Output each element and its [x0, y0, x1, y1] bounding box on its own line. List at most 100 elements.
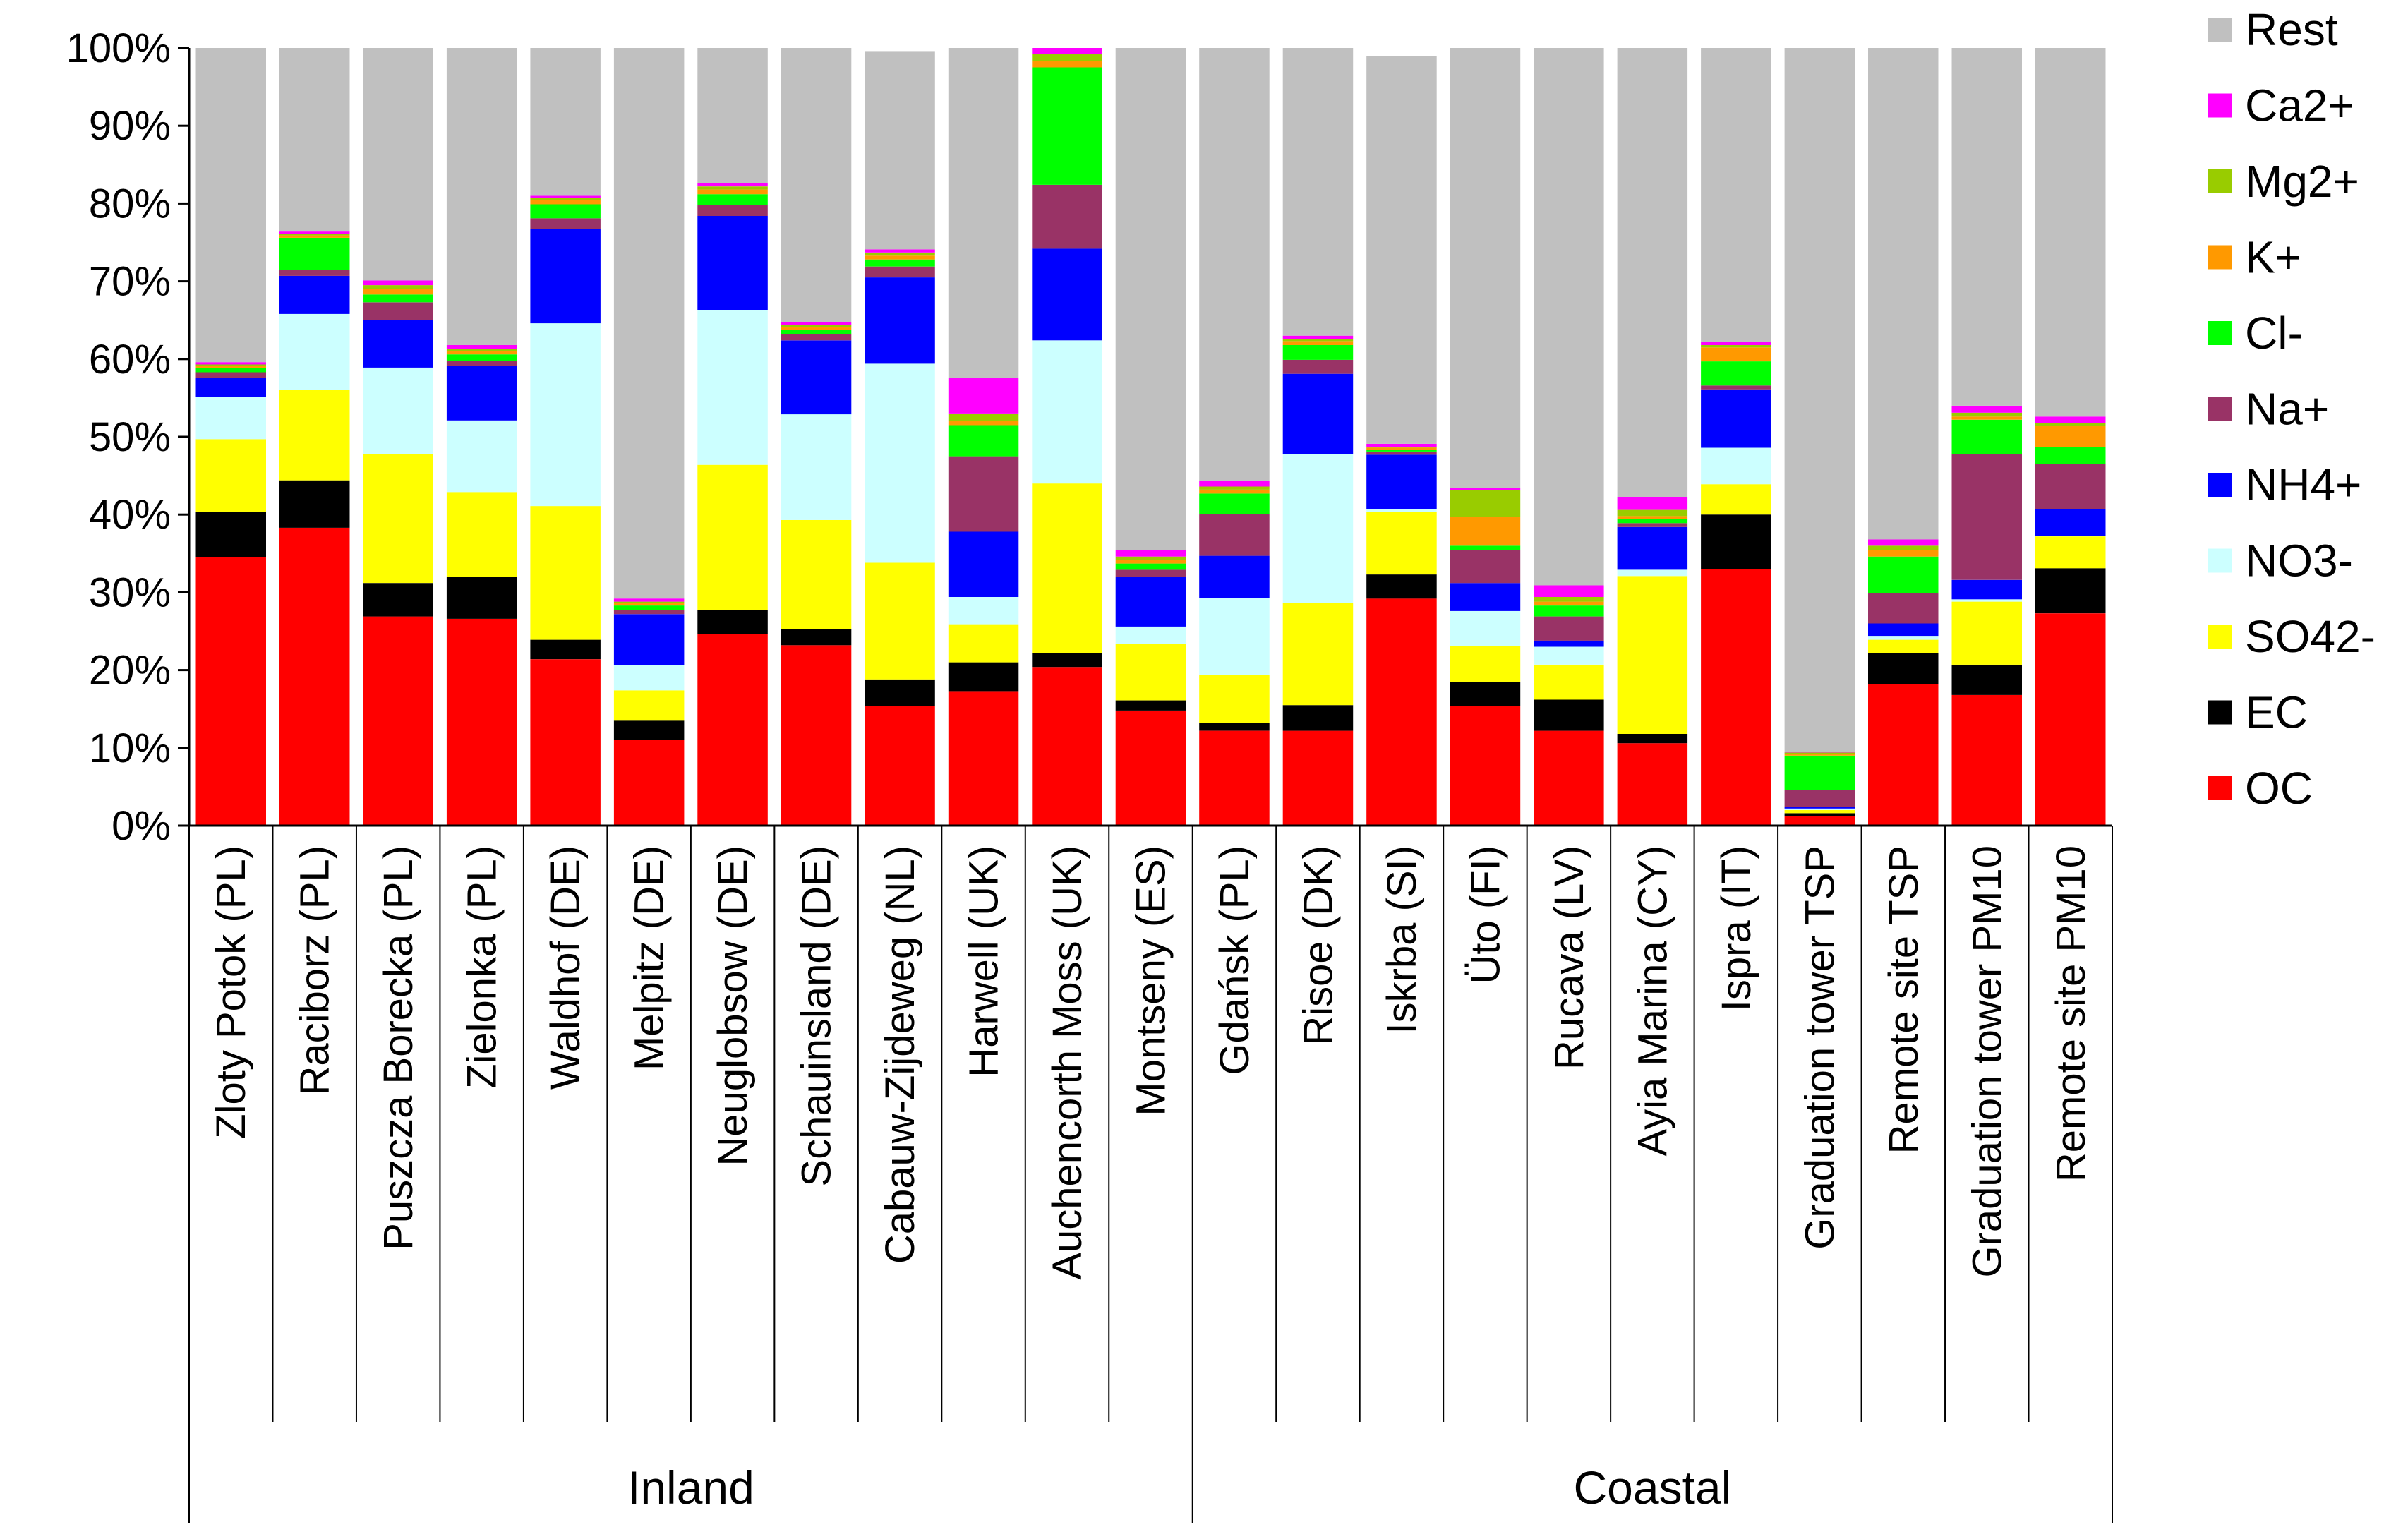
bar-segment-ca2-6 [697, 183, 768, 187]
bar-segment-ec-12 [1199, 723, 1270, 731]
bar-segment-cl-19 [1784, 755, 1855, 790]
bar-segment-so42-3 [446, 492, 517, 577]
bar-segment-na-7 [781, 334, 852, 341]
bar-segment-nh4-10 [1032, 248, 1102, 341]
bar-segment-na-17 [1617, 523, 1688, 527]
bar-segment-na-0 [195, 372, 266, 378]
bar-segment-k-20 [1868, 550, 1939, 557]
bar-segment-ec-13 [1282, 705, 1354, 731]
bar-segment-mg2-4 [530, 198, 601, 200]
bar-segment-no3-6 [697, 310, 768, 465]
bar-segment-k-2 [363, 289, 433, 295]
bar-segment-rest-7 [781, 48, 852, 322]
y-tick-label: 80% [89, 181, 171, 227]
bar-segment-no3-9 [948, 597, 1019, 625]
bar-segment-ec-9 [948, 662, 1019, 692]
category-label: Neuglobsow (DE) [710, 845, 756, 1166]
bar-segment-rest-17 [1617, 48, 1688, 497]
legend-label: Ca2+ [2245, 80, 2354, 131]
bar-segment-ec-4 [530, 639, 601, 660]
legend-label: Cl- [2245, 308, 2303, 358]
bar-segment-mg2-3 [446, 349, 517, 351]
bar-segment-nh4-12 [1199, 555, 1270, 598]
category-label: Ayia Marina (CY) [1630, 845, 1675, 1157]
bar-segment-ec-11 [1115, 700, 1186, 711]
category-label: Üto (FI) [1462, 845, 1508, 984]
bar-segment-nh4-8 [865, 277, 935, 364]
bar-segment-no3-14 [1366, 509, 1437, 512]
bar-segment-so42-17 [1617, 576, 1688, 734]
bar-segment-ca2-17 [1617, 497, 1688, 510]
bar-segment-k-5 [613, 603, 685, 606]
bar-segment-mg2-19 [1784, 752, 1855, 754]
bar-segment-so42-2 [363, 454, 433, 584]
bar-segment-cl-7 [781, 330, 852, 334]
bar-segment-rest-22 [2035, 48, 2106, 417]
bar-segment-na-13 [1282, 359, 1354, 374]
legend-swatch [2208, 473, 2232, 497]
bar-segment-k-19 [1784, 754, 1855, 756]
legend-label: OC [2245, 763, 2313, 814]
bar-segment-mg2-13 [1282, 339, 1354, 342]
bar-segment-k-22 [2035, 426, 2106, 447]
category-label: Remote site PM10 [2048, 845, 2094, 1182]
bar-segment-ec-0 [195, 512, 266, 557]
bar-segment-cl-4 [530, 204, 601, 219]
bar-segment-so42-16 [1534, 664, 1604, 700]
bar-segment-mg2-10 [1032, 54, 1102, 61]
bar-segment-ec-21 [1951, 664, 2022, 695]
bar-segment-rest-19 [1784, 48, 1855, 752]
bar-segment-mg2-12 [1199, 486, 1270, 490]
bar-segment-cl-3 [446, 354, 517, 361]
bar-segment-rest-0 [195, 48, 266, 363]
bar-segment-oc-22 [2035, 613, 2106, 826]
bar-segment-rest-18 [1701, 48, 1771, 342]
bar-segment-cl-21 [1951, 419, 2022, 454]
bar-segment-na-16 [1534, 616, 1604, 641]
bar-segment-so42-10 [1032, 483, 1102, 653]
bar-segment-k-6 [697, 189, 768, 195]
legend-swatch [2208, 169, 2232, 193]
bar-segment-ca2-13 [1282, 335, 1354, 339]
bar-segment-cl-6 [697, 194, 768, 205]
bar-segment-so42-0 [195, 439, 266, 512]
bar-segment-mg2-21 [1951, 412, 2022, 417]
bar-segment-ca2-4 [530, 195, 601, 198]
bar-segment-mg2-16 [1534, 597, 1604, 602]
category-label: Rucava (LV) [1546, 845, 1592, 1070]
bar-segment-no3-5 [613, 665, 685, 691]
bar-segment-no3-2 [363, 367, 433, 454]
bar-segment-mg2-1 [279, 234, 350, 236]
bar-segment-so42-9 [948, 624, 1019, 663]
bar-segment-cl-11 [1115, 563, 1186, 570]
bar-segment-na-4 [530, 218, 601, 229]
bar-segment-mg2-7 [781, 325, 852, 327]
category-label: Auchencorth Moss (UK) [1045, 845, 1090, 1280]
bar-segment-nh4-20 [1868, 623, 1939, 637]
y-tick-label: 20% [89, 648, 171, 694]
bar-segment-no3-1 [279, 313, 350, 390]
bar-segment-no3-8 [865, 363, 935, 563]
bar-segment-ca2-21 [1951, 405, 2022, 413]
bar-segment-ca2-11 [1115, 550, 1186, 557]
bar-segment-ca2-5 [613, 598, 685, 602]
bar-segment-no3-16 [1534, 646, 1604, 665]
bar-segment-ec-14 [1366, 574, 1437, 599]
bar-segment-ca2-0 [195, 362, 266, 365]
legend-label: NO3- [2245, 536, 2353, 586]
bar-segment-oc-15 [1450, 706, 1521, 826]
bar-segment-ca2-2 [363, 280, 433, 286]
category-label: Raciborz (PL) [292, 845, 338, 1096]
category-label: Remote site TSP [1881, 845, 1927, 1154]
y-tick-label: 40% [89, 492, 171, 538]
category-label: Graduation tower TSP [1797, 845, 1843, 1250]
bar-segment-no3-15 [1450, 610, 1521, 646]
bar-segment-cl-12 [1199, 493, 1270, 514]
bar-segment-mg2-20 [1868, 545, 1939, 550]
bar-segment-so42-14 [1366, 512, 1437, 575]
bar-segment-nh4-0 [195, 378, 266, 397]
bar-segment-cl-10 [1032, 67, 1102, 185]
bar-segment-ec-15 [1450, 682, 1521, 706]
bar-segment-no3-7 [781, 414, 852, 520]
